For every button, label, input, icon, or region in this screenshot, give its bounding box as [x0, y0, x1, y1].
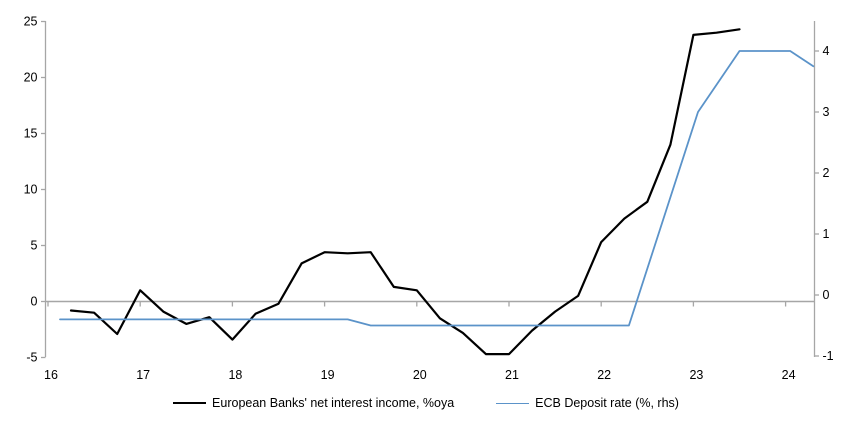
right-axis-tick-label: 3 [823, 105, 830, 119]
left-axis-tick-label: 25 [24, 15, 38, 29]
right-axis-tick-label: 2 [823, 166, 830, 180]
x-axis-tick-label: 16 [44, 368, 58, 382]
x-axis-tick-label: 22 [597, 368, 611, 382]
left-axis-tick-label: -5 [26, 351, 37, 365]
series-line-ecb-deposit-rate [59, 50, 815, 327]
legend-item-net-interest-income: European Banks' net interest income, %oy… [173, 396, 454, 410]
left-axis-tick-label: 20 [24, 71, 38, 85]
x-axis-tick-label: 18 [228, 368, 242, 382]
legend-line-sample-black [173, 402, 207, 404]
right-axis-tick-label: 4 [823, 44, 830, 58]
legend-label-ecb-deposit-rate: ECB Deposit rate (%, rhs) [535, 396, 679, 410]
series-line-european-banks-net-interest-income [69, 28, 741, 356]
x-axis-tick-label: 20 [413, 368, 427, 382]
x-axis-tick-label: 19 [321, 368, 335, 382]
left-axis-tick-label: 0 [31, 295, 38, 309]
x-axis-tick-label: 21 [505, 368, 519, 382]
legend-line-sample-blue [496, 402, 530, 404]
right-axis-tick-label: 0 [823, 288, 830, 302]
legend-item-ecb-deposit-rate: ECB Deposit rate (%, rhs) [496, 396, 679, 410]
left-axis-tick-label: 10 [24, 183, 38, 197]
left-axis-tick-label: 5 [31, 239, 38, 253]
left-axis-tick-label: 15 [24, 127, 38, 141]
x-axis-tick-label: 23 [689, 368, 703, 382]
legend-label-net-interest-income: European Banks' net interest income, %oy… [212, 396, 455, 410]
x-axis-tick-label: 24 [782, 368, 796, 382]
right-axis-tick-label: 1 [823, 227, 830, 241]
right-axis-tick-label: -1 [823, 349, 834, 363]
x-axis-tick-label: 17 [136, 368, 150, 382]
legend: European Banks' net interest income, %oy… [0, 396, 852, 410]
